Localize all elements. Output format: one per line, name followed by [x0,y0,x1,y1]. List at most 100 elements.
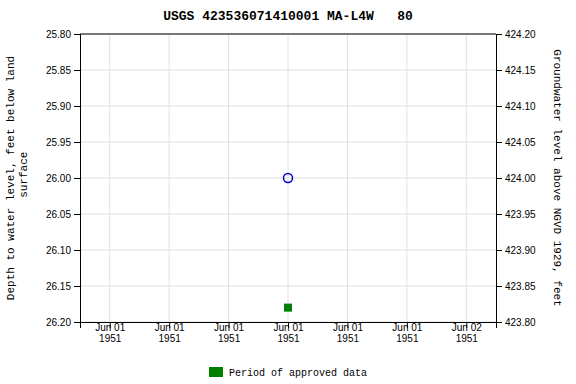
text-line: 1951 [456,333,479,344]
text-line: Jun 01 [392,322,422,333]
y-tick-label: 26.10 [46,245,71,256]
text-line: 1951 [277,333,300,344]
y-tick-label: 26.20 [46,317,71,328]
text-line: Depth to water level, feet below land [5,56,17,300]
legend-swatch [209,367,223,377]
y2-tick-label: 423.80 [505,317,536,328]
x-tick-label: Jun 011951 [333,322,363,344]
grid-line [228,34,229,322]
tick-mark [496,142,502,143]
grid-line [109,34,110,322]
tick-mark [74,178,80,179]
y-tick-label: 26.15 [46,281,71,292]
text-line: Jun 02 [452,322,482,333]
y2-tick-label: 424.05 [505,137,536,148]
y2-tick-label: 424.20 [505,29,536,40]
y2-tick: 423.80 [496,317,536,328]
y2-tick: 423.85 [496,281,536,292]
y-tick: 26.05 [46,209,80,220]
legend: Period of approved data [209,367,367,379]
y-tick: 25.80 [46,29,80,40]
y2-tick: 423.90 [496,245,536,256]
legend-item: Period of approved data [209,367,367,379]
x-tick: Jun 011951 [333,322,363,344]
tick-mark [496,322,502,323]
y-tick-label: 25.90 [46,101,71,112]
tick-mark [496,178,502,179]
y2-axis-title: Groundwater level above NGVD 1929, feet [551,49,563,306]
x-axis: Jun 011951Jun 011951Jun 011951Jun 011951… [81,322,497,344]
x-tick: Jun 011951 [273,322,303,344]
axis-line [74,35,81,323]
y2-tick-label: 423.95 [505,209,536,220]
frame-line [80,34,496,35]
chart: Jun 011951Jun 011951Jun 011951Jun 011951… [0,0,576,384]
y-tick: 26.20 [46,317,80,328]
tick-mark [496,250,502,251]
tick-mark [496,34,502,35]
x-tick-label: Jun 021951 [452,322,482,344]
y-tick: 26.15 [46,281,80,292]
grid-line [347,34,348,322]
y2-tick-label: 423.85 [505,281,536,292]
tick-mark [496,286,502,287]
y-axis-title: Depth to water level, feet below land su… [5,56,30,300]
grid-line [288,34,289,322]
tick-mark [496,70,502,71]
y-tick: 25.90 [46,101,80,112]
y2-tick: 424.15 [496,65,536,76]
x-tick-label: Jun 011951 [155,322,185,344]
grid-line [466,34,467,322]
title: USGS 423536071410001 MA-L4W 80 [163,9,413,24]
x-tick-label: Jun 011951 [95,322,125,344]
point [285,304,292,311]
x-tick: Jun 021951 [452,322,482,344]
grid [80,34,496,322]
y-tick-label: 26.00 [46,173,71,184]
y2-axis: 424.20 424.15 424.10 424.05 424.00 423.95 423.… [496,29,536,328]
grid-line [169,34,170,322]
tick-mark [74,286,80,287]
y-tick-label: 25.95 [46,137,71,148]
text-line: Jun 01 [214,322,244,333]
point [284,174,293,183]
text-line: 1951 [396,333,419,344]
tick-mark [496,214,502,215]
x-tick-label: Jun 011951 [392,322,422,344]
y-tick-label: 25.80 [46,29,71,40]
axis-line [497,35,503,323]
y2-tick-label: 424.10 [505,101,536,112]
y2-tick: 424.20 [496,29,536,40]
y2-tick-label: 424.15 [505,65,536,76]
tick-mark [74,250,80,251]
y-tick: 25.95 [46,137,80,148]
series [284,174,293,183]
text-line: surface [18,152,30,205]
y2-tick: 423.95 [496,209,536,220]
series [285,304,292,311]
x-tick: Jun 011951 [155,322,185,344]
y-tick: 26.00 [46,173,80,184]
tick-mark [74,142,80,143]
text-line: 1951 [218,333,241,344]
plot-area: Jun 011951Jun 011951Jun 011951Jun 011951… [46,29,536,344]
text-line: Jun 01 [95,322,125,333]
y2-tick: 424.10 [496,101,536,112]
y-tick-label: 26.05 [46,209,71,220]
x-tick-label: Jun 011951 [273,322,303,344]
x-tick: Jun 011951 [392,322,422,344]
tick-mark [496,106,502,107]
y2-tick-label: 423.90 [505,245,536,256]
text-line: 1951 [159,333,182,344]
y-axis: 25.80 25.85 25.90 25.95 26.00 26.05 26.10 26.15… [46,29,81,328]
text-line: 1951 [99,333,122,344]
tick-mark [74,34,80,35]
tick-mark [74,70,80,71]
grid-line [406,34,407,322]
y-tick: 25.85 [46,65,80,76]
y2-tick: 424.00 [496,173,536,184]
y-tick-label: 25.85 [46,65,71,76]
tick-mark [74,322,80,323]
y-tick: 26.10 [46,245,80,256]
text-line: 1951 [337,333,360,344]
